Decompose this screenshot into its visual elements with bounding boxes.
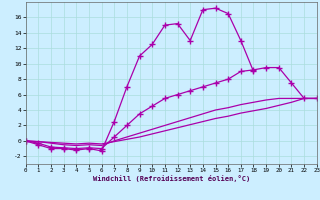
X-axis label: Windchill (Refroidissement éolien,°C): Windchill (Refroidissement éolien,°C) bbox=[92, 175, 250, 182]
